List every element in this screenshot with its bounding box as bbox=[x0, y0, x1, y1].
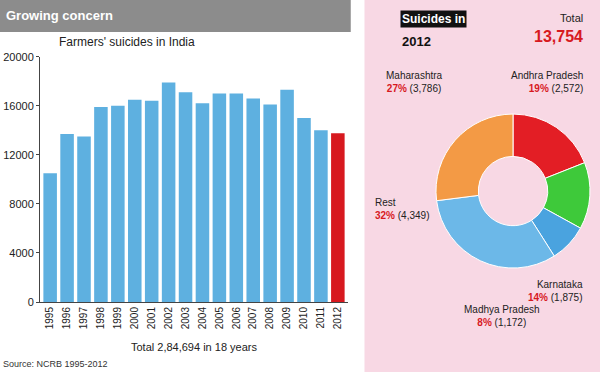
svg-text:Source: NCRB 1995-2012: Source: NCRB 1995-2012 bbox=[3, 359, 108, 369]
svg-text:Rest32% (4,349): Rest32% (4,349) bbox=[375, 197, 429, 221]
svg-text:1998: 1998 bbox=[95, 307, 106, 330]
svg-text:1999: 1999 bbox=[112, 307, 123, 330]
svg-text:Total 2,84,694 in 18 years: Total 2,84,694 in 18 years bbox=[131, 341, 257, 353]
svg-text:2010: 2010 bbox=[298, 307, 309, 330]
svg-text:2002: 2002 bbox=[163, 307, 174, 330]
svg-text:2008: 2008 bbox=[264, 307, 275, 330]
svg-text:1997: 1997 bbox=[78, 307, 89, 330]
svg-text:2000: 2000 bbox=[129, 307, 140, 330]
svg-text:8000: 8000 bbox=[9, 198, 33, 210]
svg-text:Andhra Pradesh19% (2,572): Andhra Pradesh19% (2,572) bbox=[511, 70, 583, 94]
svg-text:13,754: 13,754 bbox=[534, 28, 583, 45]
svg-text:Growing concern: Growing concern bbox=[6, 8, 113, 23]
svg-text:2006: 2006 bbox=[231, 307, 242, 330]
svg-text:4000: 4000 bbox=[9, 247, 33, 259]
svg-text:0: 0 bbox=[28, 296, 34, 308]
svg-text:2003: 2003 bbox=[180, 307, 191, 330]
svg-text:2001: 2001 bbox=[146, 307, 157, 330]
svg-text:2012: 2012 bbox=[402, 34, 431, 49]
svg-text:Total: Total bbox=[560, 12, 583, 24]
svg-text:2004: 2004 bbox=[197, 307, 208, 330]
svg-text:Maharashtra27% (3,786): Maharashtra27% (3,786) bbox=[386, 70, 443, 94]
svg-text:1995: 1995 bbox=[44, 307, 55, 330]
svg-text:Karnataka14% (1,875): Karnataka14% (1,875) bbox=[528, 279, 583, 303]
svg-text:2012: 2012 bbox=[332, 307, 343, 330]
svg-text:12000: 12000 bbox=[3, 149, 34, 161]
svg-text:20000: 20000 bbox=[3, 51, 34, 63]
svg-text:Madhya Pradesh8% (1,172): Madhya Pradesh8% (1,172) bbox=[464, 304, 540, 328]
svg-text:2005: 2005 bbox=[214, 307, 225, 330]
svg-text:Farmers' suicides in India: Farmers' suicides in India bbox=[59, 35, 195, 49]
svg-text:2007: 2007 bbox=[247, 307, 258, 330]
svg-text:2009: 2009 bbox=[281, 307, 292, 330]
svg-text:1996: 1996 bbox=[61, 307, 72, 330]
svg-text:16000: 16000 bbox=[3, 100, 34, 112]
svg-text:Suicides in: Suicides in bbox=[402, 12, 465, 26]
svg-text:2011: 2011 bbox=[315, 307, 326, 329]
